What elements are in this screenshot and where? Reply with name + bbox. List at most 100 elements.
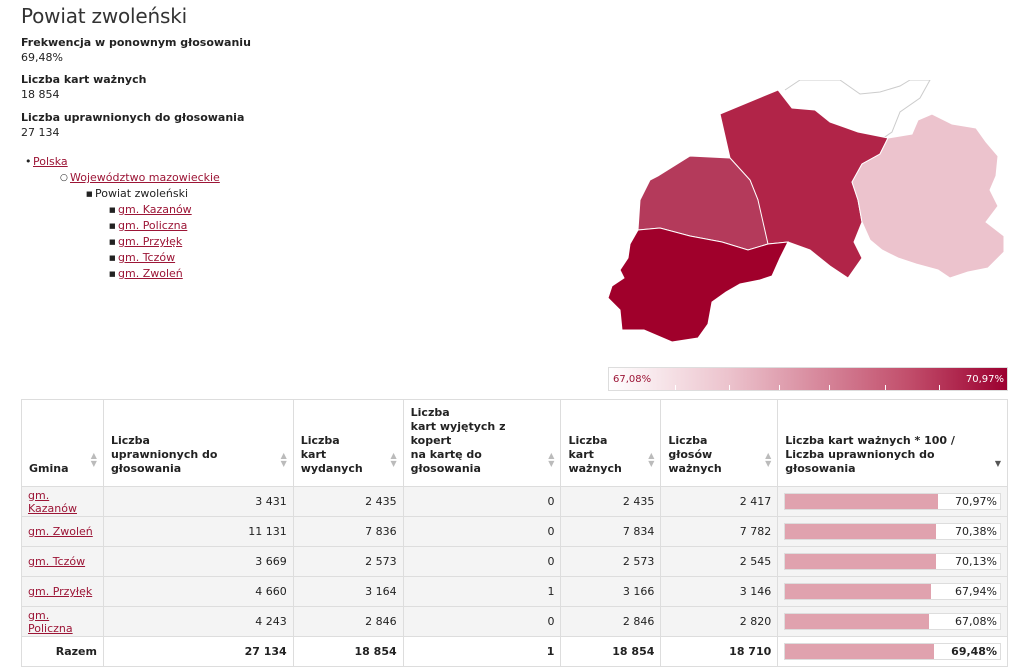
header-line: Liczba — [300, 434, 340, 447]
legend-tick — [675, 385, 676, 390]
turnout-bar: 67,08% — [784, 613, 1001, 630]
cell-gmina: gm. Zwoleń — [21, 516, 104, 547]
cell-wydanych: 18 854 — [292, 636, 404, 667]
header-line: głosów ważnych — [668, 448, 722, 475]
results-table: Gmina ▲ ▼ Liczba uprawnionych do głosowania… — [21, 399, 1008, 667]
col-header-frekwencja[interactable]: Liczba kart ważnych * 100 /Liczba uprawn… — [777, 399, 1008, 487]
cell-gmina: gm. Kazanów — [21, 486, 104, 517]
col-header-wyjetych[interactable]: Liczba kart wyjętych z kopert na kartę do … — [402, 399, 562, 487]
turnout-bar-fill — [785, 584, 932, 599]
header-line: kart wydanych — [300, 448, 363, 475]
turnout-value: 70,97% — [955, 495, 997, 508]
current-county: Powiat zwoleński — [95, 187, 189, 200]
stat-eligible: Liczba uprawnionych do głosowania 27 134 — [21, 110, 244, 140]
gmina-link[interactable]: gm. Policzna — [28, 608, 73, 635]
table-row: gm. Tczów 3 669 2 573 0 2 573 2 545 70,13% — [21, 546, 1008, 577]
turnout-bar: 67,94% — [784, 583, 1001, 600]
link-gmina-zwolen[interactable]: gm. Zwoleń — [118, 267, 183, 280]
page-title: Powiat zwoleński — [21, 4, 187, 28]
sort-icon: ▲ ▼ — [280, 451, 287, 468]
header-line: Liczba kart ważnych * 100 / — [785, 434, 955, 447]
legend-tick — [729, 385, 730, 390]
header-line: Liczba — [110, 434, 150, 447]
cell-frekwencja: 70,97% — [777, 486, 1008, 517]
turnout-bar: 69,48% — [784, 643, 1001, 660]
cell-frekwencja: 69,48% — [777, 636, 1008, 667]
cell-gmina: gm. Tczów — [21, 546, 104, 577]
col-header-gmina[interactable]: Gmina ▲ ▼ — [21, 399, 104, 487]
link-voivodeship[interactable]: Województwo mazowieckie — [70, 171, 220, 184]
link-gmina-przylek[interactable]: gm. Przyłęk — [118, 235, 183, 248]
link-gmina-policzna[interactable]: gm. Policzna — [118, 219, 188, 232]
legend-tick — [779, 385, 780, 390]
stat-turnout: Frekwencja w ponownym głosowaniu 69,48% — [21, 35, 251, 65]
cell-waznych: 2 846 — [560, 606, 662, 637]
cell-waznych: 3 166 — [560, 576, 662, 607]
cell-uprawnionych: 3 431 — [102, 486, 294, 517]
tree-item-voivodeship: Województwo mazowieckie Powiat zwoleński… — [60, 170, 220, 282]
cell-wydanych: 3 164 — [292, 576, 404, 607]
cell-wydanych: 7 836 — [292, 516, 404, 547]
header-line: na kartę do głosowania — [410, 448, 482, 475]
turnout-bar-fill — [785, 494, 938, 509]
table-total-row: Razem 27 134 18 854 1 18 854 18 710 69,4… — [21, 636, 1008, 667]
tree-item-country: Polska Województwo mazowieckie Powiat zw… — [25, 154, 220, 282]
gmina-link[interactable]: gm. Przyłęk — [28, 585, 93, 598]
gmina-link[interactable]: gm. Kazanów — [28, 488, 77, 515]
legend-tick — [829, 385, 830, 390]
cell-uprawnionych: 3 669 — [102, 546, 294, 577]
cell-wyjetych: 1 — [402, 636, 562, 667]
header-line: Gmina — [29, 462, 69, 475]
header-line: Liczba — [668, 434, 708, 447]
cell-waznych: 2 435 — [560, 486, 662, 517]
header-line: Liczba — [410, 406, 450, 419]
table-row: gm. Przyłęk 4 660 3 164 1 3 166 3 146 67,94% — [21, 576, 1008, 607]
sort-icon: ▲ ▼ — [765, 451, 772, 468]
header-line: kart wyjętych z kopert — [410, 420, 506, 447]
header-line: Liczba uprawnionych do głosowania — [785, 448, 935, 475]
col-header-wydanych[interactable]: Liczba kart wydanych ▲ ▼ — [292, 399, 404, 487]
total-label: Razem — [21, 636, 104, 667]
turnout-value: 70,38% — [955, 525, 997, 538]
map-region-kazanow[interactable] — [607, 227, 789, 343]
turnout-value: 67,08% — [955, 615, 997, 628]
legend-max: 70,97% — [965, 374, 1004, 385]
col-header-waznych[interactable]: Liczba kart ważnych ▲ ▼ — [560, 399, 662, 487]
cell-frekwencja: 70,38% — [777, 516, 1008, 547]
cell-wyjetych: 0 — [402, 516, 562, 547]
gmina-link[interactable]: gm. Zwoleń — [28, 525, 93, 538]
col-header-uprawnionych[interactable]: Liczba uprawnionych do głosowania ▲ ▼ — [102, 399, 294, 487]
cell-gmina: gm. Policzna — [21, 606, 104, 637]
cell-uprawnionych: 4 660 — [102, 576, 294, 607]
stat-label: Liczba kart ważnych — [21, 73, 147, 86]
header-line: Liczba — [568, 434, 608, 447]
cell-wydanych: 2 846 — [292, 606, 404, 637]
table-row: gm. Policzna 4 243 2 846 0 2 846 2 820 67,08% — [21, 606, 1008, 637]
gmina-link[interactable]: gm. Tczów — [28, 555, 86, 568]
legend-min: 67,08% — [613, 374, 652, 385]
link-gmina-kazanow[interactable]: gm. Kazanów — [118, 203, 192, 216]
sort-icon: ▲ ▼ — [548, 451, 555, 468]
turnout-value: 69,48% — [951, 645, 997, 658]
link-country[interactable]: Polska — [33, 155, 68, 168]
cell-uprawnionych: 27 134 — [102, 636, 294, 667]
cell-wydanych: 2 435 — [292, 486, 404, 517]
sort-icon: ▲ ▼ — [90, 451, 97, 468]
table-row: gm. Kazanów 3 431 2 435 0 2 435 2 417 70,97% — [21, 486, 1008, 517]
cell-wyjetych: 1 — [402, 576, 562, 607]
header-line: kart ważnych — [568, 448, 622, 475]
tree-item-county: Powiat zwoleński gm. Kazanów gm. Policzn… — [86, 186, 220, 282]
link-gmina-tczow[interactable]: gm. Tczów — [118, 251, 176, 264]
stat-value: 69,48% — [21, 51, 63, 64]
col-header-glosow[interactable]: Liczba głosów ważnych ▲ ▼ — [660, 399, 779, 487]
stat-value: 27 134 — [21, 126, 60, 139]
cell-glosow: 18 710 — [660, 636, 779, 667]
cell-frekwencja: 70,13% — [777, 546, 1008, 577]
turnout-bar: 70,13% — [784, 553, 1001, 570]
region-tree: Polska Województwo mazowieckie Powiat zw… — [25, 154, 220, 282]
turnout-value: 67,94% — [955, 585, 997, 598]
cell-wyjetych: 0 — [402, 606, 562, 637]
turnout-bar-fill — [785, 614, 930, 629]
choropleth-map — [607, 80, 1005, 343]
map-region-policzna[interactable] — [851, 113, 1005, 279]
